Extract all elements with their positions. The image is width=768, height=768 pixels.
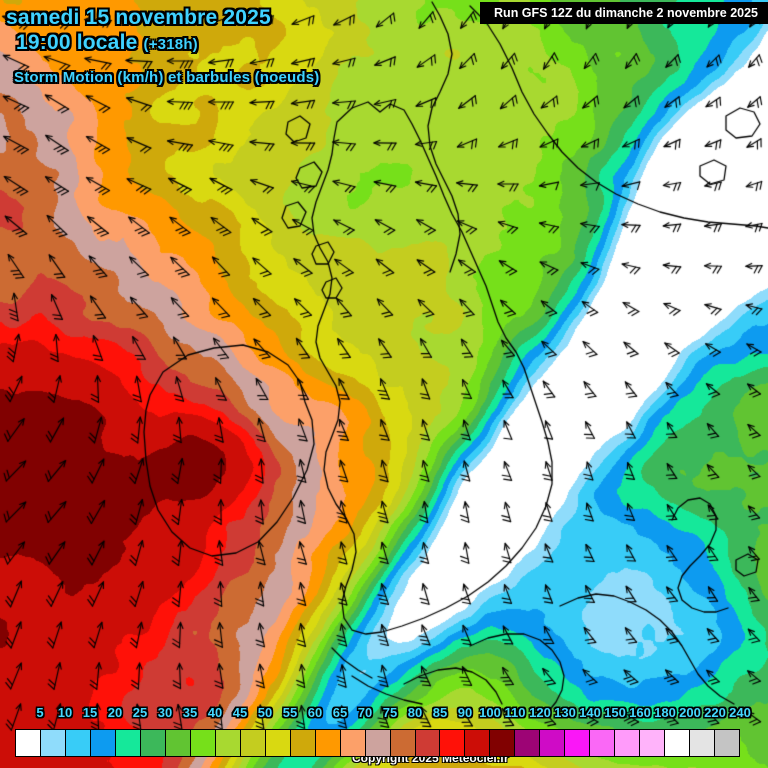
legend-tick: 25 [132,705,148,720]
legend-tick: 50 [257,705,273,720]
model-run-label: Run GFS 12Z du dimanche 2 novembre 2025 [494,6,758,20]
legend-tick: 120 [529,705,551,720]
legend-tick: 45 [232,705,248,720]
legend-tick: 90 [457,705,473,720]
legend-swatch [115,730,141,756]
legend-tick: 140 [579,705,601,720]
legend-tick: 40 [207,705,223,720]
legend-tick: 15 [82,705,98,720]
forecast-time-value: 19:00 locale [16,31,138,54]
legend-tick: 130 [554,705,576,720]
legend-tick: 10 [57,705,73,720]
legend-tick: 200 [679,705,701,720]
legend-swatch [540,730,566,756]
legend-swatch [215,730,241,756]
legend-tick: 85 [432,705,448,720]
legend-tick: 150 [604,705,626,720]
legend-swatch [415,730,441,756]
forecast-date-label: samedi 15 novembre 2025 [6,6,271,29]
model-run-band: Run GFS 12Z du dimanche 2 novembre 2025 [480,2,768,24]
legend-tick: 75 [382,705,398,720]
legend-swatch [690,730,716,756]
legend-swatch [490,730,516,756]
forecast-time-label: 19:00 locale (+318h) [16,31,198,55]
legend-tick: 20 [107,705,123,720]
legend-swatch [640,730,666,756]
legend-tick: 65 [332,705,348,720]
legend-swatch [440,730,466,756]
legend-tick: 110 [504,705,526,720]
forecast-lead-time: (+318h) [143,36,198,53]
legend-swatch [140,730,166,756]
legend-swatch [16,730,41,756]
legend-tick: 220 [704,705,726,720]
legend-tick-labels: 5 10 15 20 25 30 35 40 45 50 55 60 65 70 75 80 85 90 100 11… [0,705,768,727]
legend-swatch [615,730,641,756]
legend-tick: 55 [282,705,298,720]
legend-swatch [90,730,116,756]
legend-swatch [65,730,91,756]
legend-swatch [340,730,366,756]
legend-swatch [715,730,740,756]
color-scale-legend: 5 10 15 20 25 30 35 40 45 50 55 60 65 70 75 80 85 90 100 11… [0,705,768,768]
legend-tick: 160 [629,705,651,720]
legend-swatch [390,730,416,756]
legend-tick: 60 [307,705,323,720]
legend-swatch [365,730,391,756]
legend-swatch [465,730,491,756]
legend-swatch [665,730,691,756]
parameter-label: Storm Motion (km/h) et barbules (noeuds) [14,69,320,86]
legend-tick: 30 [157,705,173,720]
legend-tick: 80 [407,705,423,720]
legend-tick: 180 [654,705,676,720]
legend-swatch [190,730,216,756]
legend-swatch [40,730,66,756]
legend-swatch [165,730,191,756]
legend-tick: 70 [357,705,373,720]
legend-swatch [315,730,341,756]
legend-swatch [515,730,541,756]
legend-tick: 100 [479,705,501,720]
legend-swatch [565,730,591,756]
legend-swatch [265,730,291,756]
legend-tick: 240 [729,705,751,720]
legend-swatch [290,730,316,756]
legend-tick: 35 [182,705,198,720]
legend-swatch [590,730,616,756]
legend-swatch [240,730,266,756]
legend-tick: 5 [36,705,44,720]
legend-color-bar [15,729,740,757]
